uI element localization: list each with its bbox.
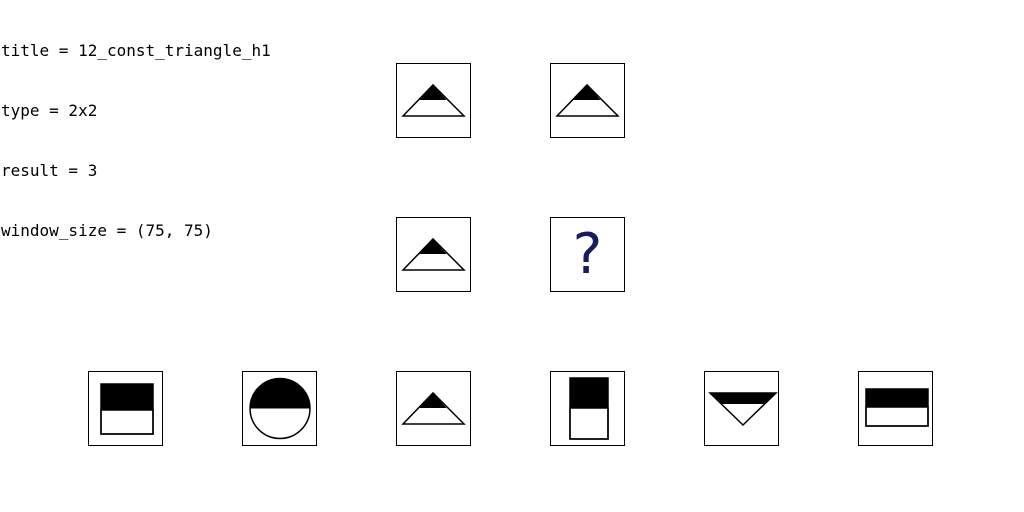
half-filled-wide-rectangle-icon [865,388,929,427]
answer-option-1[interactable] [88,371,163,446]
meta-window-size-line: window_size = (75, 75) [1,221,213,240]
answer-option-2[interactable] [242,371,317,446]
question-mark-icon: ? [572,222,603,287]
triangle-up-icon [555,83,620,117]
answer-option-5[interactable] [704,371,779,446]
triangle-up-icon [401,391,466,425]
meta-title-line: title = 12_const_triangle_h1 [1,41,271,60]
triangle-up-icon [401,83,466,117]
triangle-up-icon [401,237,466,271]
half-filled-tall-rectangle-icon [569,377,609,440]
meta-result-line: result = 3 [1,161,98,180]
half-filled-circle-icon [249,377,311,440]
triangle-down-icon [708,392,778,427]
answer-option-6[interactable] [858,371,933,446]
grid-cell-r1c1 [396,63,471,138]
meta-type-line: type = 2x2 [1,101,98,120]
answer-option-4[interactable] [550,371,625,446]
answer-option-3[interactable] [396,371,471,446]
puzzle-metadata: title = 12_const_triangle_h1 type = 2x2 … [1,1,271,261]
half-filled-square-icon [100,383,154,435]
grid-cell-r1c2 [550,63,625,138]
grid-cell-r2c2-unknown: ? [550,217,625,292]
grid-cell-r2c1 [396,217,471,292]
